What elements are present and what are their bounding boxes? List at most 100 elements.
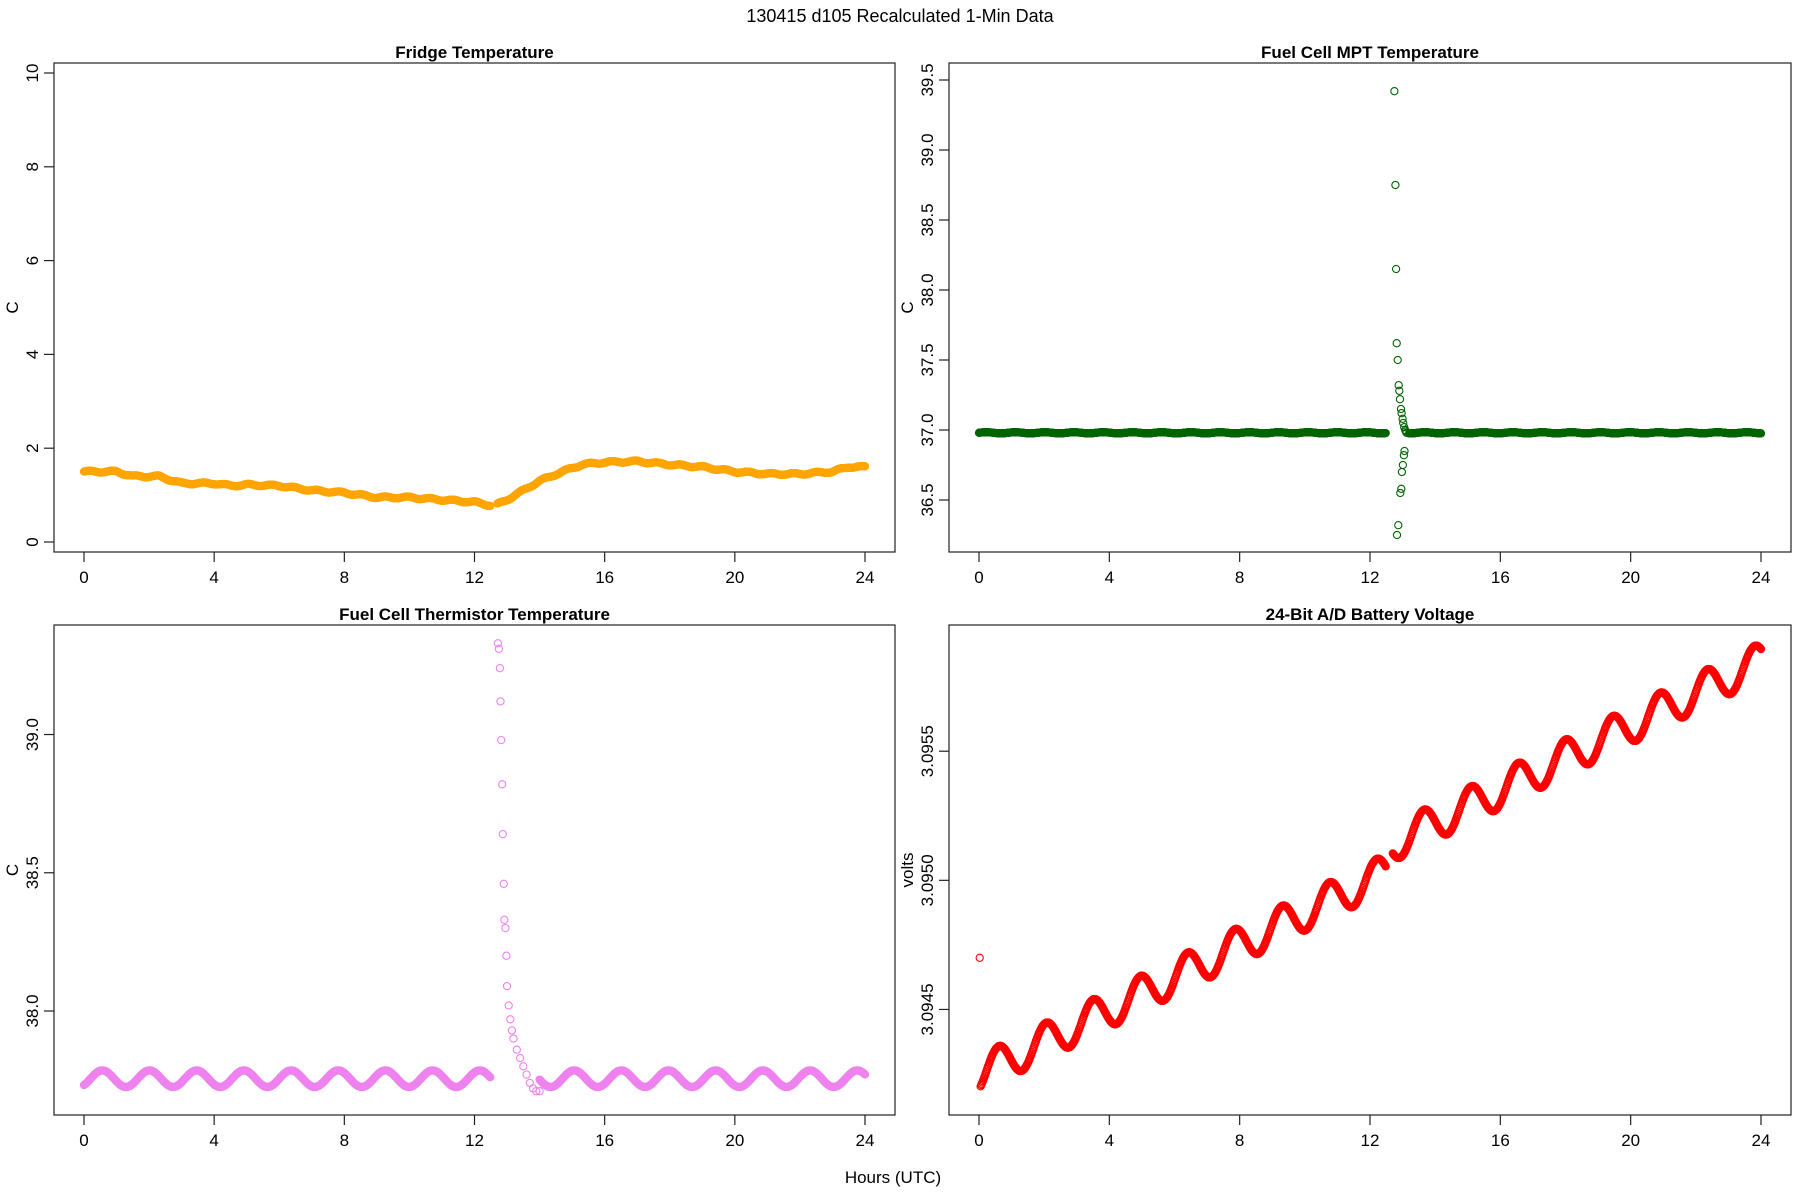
y-axis-label: volts [898,853,917,888]
y-tick-label: 37.5 [918,343,937,376]
data-point [497,735,506,745]
x-tick-label: 24 [856,568,875,587]
x-tick-label: 4 [209,568,218,587]
x-tick-label: 24 [856,1131,875,1150]
panel-battery-voltage: 24-Bit A/D Battery Voltage volts 0 4 8 12 16 20… [898,605,1792,1150]
x-tick-label: 0 [79,568,88,587]
y-tick-label: 38.5 [918,203,937,236]
y-tick-label: 3.0955 [918,725,937,777]
x-tick-label: 16 [1491,1131,1510,1150]
data-point [1400,446,1409,456]
y-tick-label: 38.5 [23,856,42,889]
y-tick-label: 2 [23,443,42,452]
data-point [502,951,511,960]
x-tick-label: 8 [340,1131,349,1150]
panel-title: Fuel Cell Thermistor Temperature [339,605,610,624]
data-point [486,501,495,511]
figure-xlabel: Hours (UTC) [845,1168,941,1187]
data-point [519,1062,528,1071]
data-point [1395,395,1405,404]
x-tick-label: 8 [1235,1131,1244,1150]
x-tick-label: 24 [1752,1131,1771,1150]
data-point [512,1045,521,1054]
y-axis-label: C [3,301,22,313]
x-tick-label: 20 [1621,1131,1640,1150]
data-point [860,462,870,471]
y-tick-label: 38.0 [918,273,937,306]
data-point [1391,264,1401,274]
data-point [1391,180,1400,190]
data-point [501,923,510,933]
x-tick-label: 0 [79,1131,88,1150]
x-tick-label: 12 [465,1131,484,1150]
x-tick-label: 20 [725,1131,744,1150]
x-tick-label: 8 [1235,568,1244,587]
data-point [504,1001,513,1010]
panel-title: 24-Bit A/D Battery Voltage [1266,605,1475,624]
y-axis-label: C [898,301,917,313]
x-tick-label: 4 [1105,568,1114,587]
data-point [1398,460,1408,470]
y-tick-label: 0 [23,537,42,546]
y-tick-label: 3.0945 [918,983,937,1035]
data-point [1394,521,1403,530]
figure-title: 130415 d105 Recalculated 1-Min Data [746,6,1054,26]
y-tick-label: 6 [23,256,42,265]
x-tick-label: 12 [465,568,484,587]
data-point [499,879,508,888]
x-tick-label: 12 [1361,1131,1380,1150]
data-point [495,664,505,673]
data-point [975,953,984,962]
y-tick-label: 3.0950 [918,854,937,906]
x-tick-label: 12 [1361,568,1380,587]
data-point [1397,467,1407,477]
data-point [1381,428,1390,438]
data-point [506,1015,515,1024]
data-point [498,780,507,789]
x-tick-label: 0 [974,1131,983,1150]
y-tick-label: 38.0 [23,994,42,1027]
y-tick-label: 37.0 [918,413,937,446]
data-points [79,639,870,1096]
data-point [496,697,505,706]
data-point [507,1026,517,1035]
x-tick-label: 4 [1105,1131,1114,1150]
data-points [974,87,1766,540]
y-tick-label: 8 [23,162,42,171]
x-tick-label: 20 [1621,568,1640,587]
data-point [498,829,507,839]
data-point [522,1070,531,1079]
x-tick-label: 16 [595,568,614,587]
x-tick-label: 16 [1491,568,1510,587]
data-points [975,641,1766,1091]
x-tick-label: 4 [209,1131,218,1150]
x-tick-label: 8 [340,568,349,587]
plot-frame [948,62,1792,553]
plot-frame [53,624,896,1116]
x-tick-label: 16 [595,1131,614,1150]
y-tick-label: 39.5 [918,63,937,96]
y-tick-label: 39.0 [23,718,42,751]
data-point [515,1053,525,1063]
panel-title: Fuel Cell MPT Temperature [1261,43,1479,62]
x-tick-label: 0 [974,568,983,587]
data-point [1392,530,1402,540]
y-tick-label: 39.0 [918,133,937,166]
data-point [500,915,509,924]
data-point [1390,87,1399,96]
y-tick-label: 4 [23,350,42,359]
y-tick-label: 10 [23,64,42,83]
data-point [1392,339,1401,348]
x-tick-label: 20 [725,568,744,587]
data-points [79,456,870,511]
panel-title: Fridge Temperature [395,43,553,62]
data-point [509,1034,518,1043]
data-point [1393,355,1402,365]
data-point [502,981,512,991]
x-tick-label: 24 [1752,568,1771,587]
